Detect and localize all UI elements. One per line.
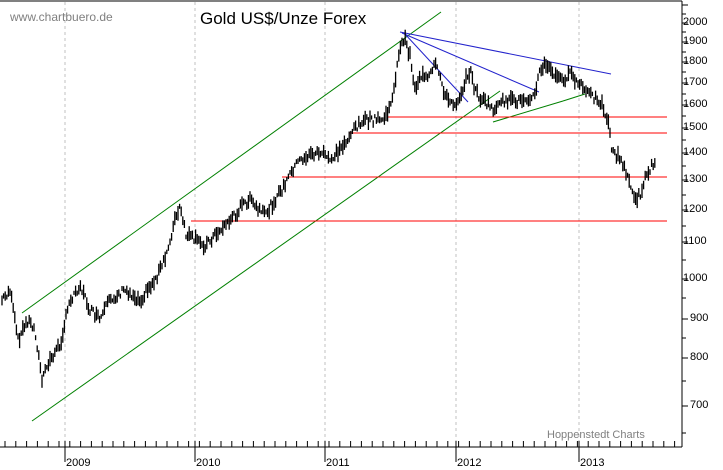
y-tick-label: 1000 bbox=[683, 272, 708, 284]
y-tick-label: 2000 bbox=[683, 16, 708, 28]
x-tick-label: 2012 bbox=[457, 457, 482, 469]
x-tick-label: 2011 bbox=[326, 457, 350, 469]
x-axis-ticks bbox=[4, 441, 676, 462]
y-tick-label: 1100 bbox=[683, 235, 707, 247]
y-axis-ticks bbox=[682, 4, 688, 434]
price-bars bbox=[1, 29, 656, 388]
y-tick-label: 1600 bbox=[683, 98, 708, 110]
x-tick-label: 2010 bbox=[196, 457, 221, 469]
year-gridlines bbox=[64, 2, 580, 447]
y-tick-label: 1700 bbox=[683, 76, 708, 88]
y-tick-label: 700 bbox=[690, 399, 709, 411]
x-tick-label: 2013 bbox=[580, 457, 605, 469]
source-watermark: www.chartbuero.de bbox=[10, 10, 113, 24]
y-tick-label: 1300 bbox=[683, 173, 708, 185]
y-tick-label: 1800 bbox=[683, 55, 708, 67]
y-tick-label: 1400 bbox=[683, 146, 708, 158]
green-trend-channel bbox=[21, 11, 586, 422]
chart-title: Gold US$/Unze Forex bbox=[200, 9, 367, 28]
chart-credit: Hoppenstedt Charts bbox=[547, 429, 645, 441]
x-tick-label: 2009 bbox=[66, 457, 91, 469]
y-tick-label: 900 bbox=[690, 312, 709, 324]
red-support-lines bbox=[191, 116, 667, 222]
y-tick-label: 1200 bbox=[683, 203, 708, 215]
y-tick-label: 1500 bbox=[683, 121, 708, 133]
y-tick-label: 800 bbox=[690, 351, 709, 363]
y-tick-label: 1900 bbox=[683, 35, 708, 47]
